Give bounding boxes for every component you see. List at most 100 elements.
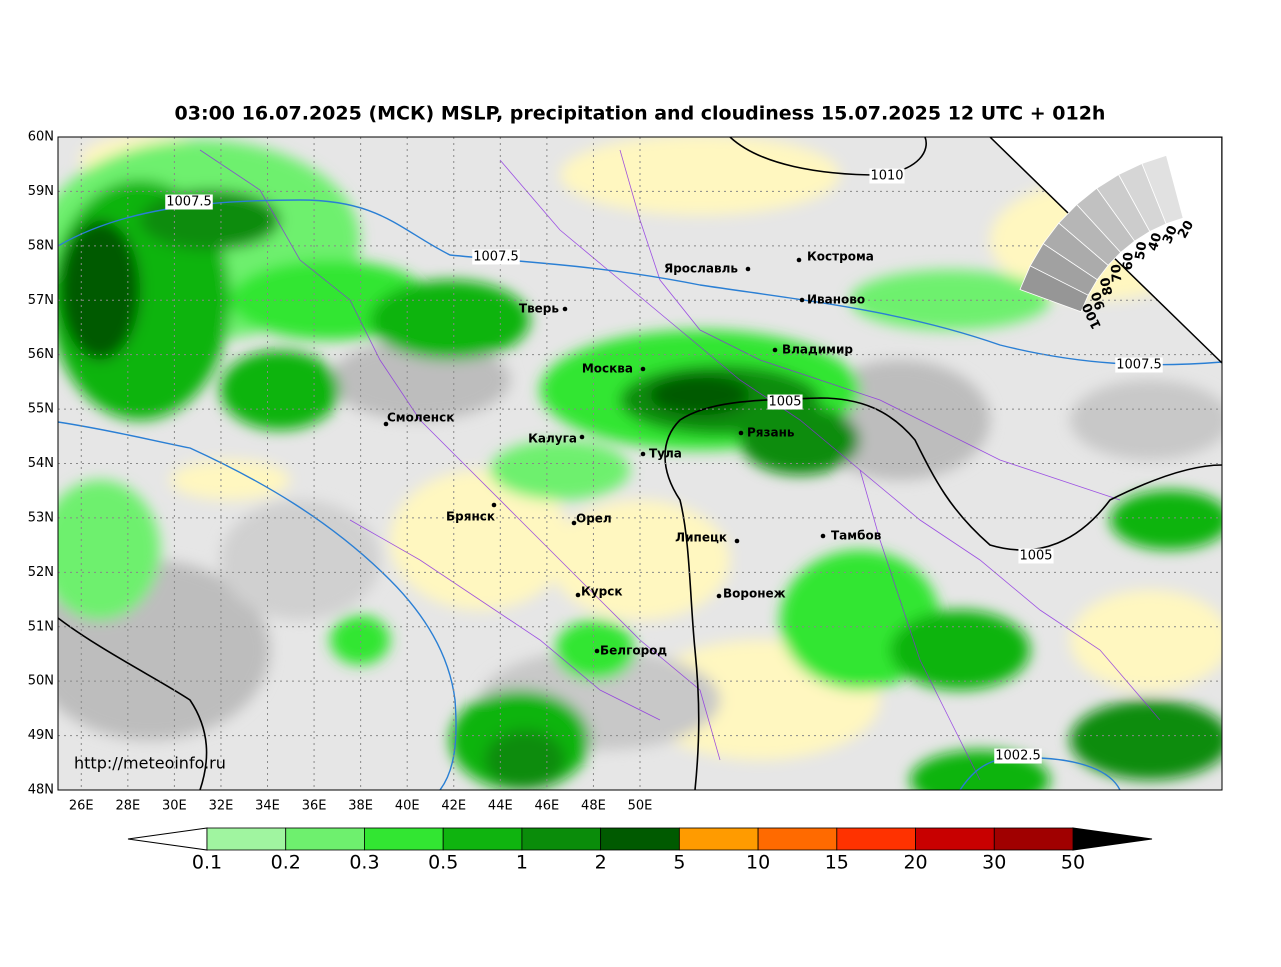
city-label: Москва (582, 362, 633, 376)
isobar-label: 1007.5 (1116, 358, 1162, 373)
isobar-label: 1005 (1019, 549, 1052, 564)
city-label: Тверь (519, 302, 560, 316)
lat-label: 58N (28, 238, 54, 253)
colorbar-box (836, 827, 916, 851)
lon-label: 32E (209, 799, 234, 814)
city-dot (796, 257, 802, 263)
colorbar-label: 50 (1061, 852, 1085, 874)
precipitation (370, 280, 530, 360)
source-url: http://meteoinfo.ru (74, 754, 226, 773)
colorbar-box (678, 827, 759, 851)
lat-label: 50N (28, 674, 54, 689)
city-dot (383, 421, 389, 427)
city-label: Брянск (446, 510, 495, 524)
precipitation (740, 405, 860, 475)
cloud-area (330, 340, 510, 420)
isobars-black (58, 137, 1222, 790)
colorbar-label: 2 (595, 852, 607, 874)
city-label: Белгород (600, 644, 667, 658)
lon-label: 34E (255, 799, 280, 814)
city-label: Воронеж (723, 587, 786, 601)
city-label: Смоленск (387, 411, 454, 425)
isobar-label: 1002.5 (995, 749, 1041, 764)
lon-label: 36E (302, 799, 327, 814)
lon-label: 46E (534, 799, 559, 814)
dry-area (1070, 590, 1222, 690)
colorbar-box (993, 827, 1074, 851)
cloud-area (1070, 380, 1222, 460)
lat-label: 60N (28, 130, 54, 145)
isobar-label-bg (165, 194, 213, 210)
dry-area (560, 137, 840, 215)
cloud-scale-label: 60 (1121, 252, 1137, 271)
colorbar-label: 15 (825, 852, 849, 874)
lat-label: 53N (28, 510, 54, 525)
precipitation (1070, 700, 1222, 780)
city-dot (571, 520, 577, 526)
colorbar-label: 30 (982, 852, 1006, 874)
precipitation (850, 270, 1050, 330)
city-label: Липецк (675, 531, 727, 545)
lon-label: 50E (628, 799, 653, 814)
lat-label: 55N (28, 402, 54, 417)
isobar-label-bg (767, 394, 803, 410)
colorbar-label: 1 (516, 852, 528, 874)
precipitation (485, 730, 565, 790)
colorbar-box (364, 827, 444, 851)
precipitation (58, 480, 160, 620)
lat-label: 52N (28, 565, 54, 580)
isobar-label: 1010 (870, 169, 903, 184)
cloud-scale-label: 30 (1160, 224, 1181, 247)
colorbar-label: 5 (673, 852, 685, 874)
city-dot (738, 430, 744, 436)
precipitation (490, 440, 630, 500)
city-dot (716, 593, 722, 599)
city-dot (640, 366, 646, 372)
city-dot (575, 592, 581, 598)
city-dot (594, 648, 600, 654)
lat-label: 56N (28, 347, 54, 362)
dry-area (390, 470, 570, 610)
lon-label: 48E (581, 799, 606, 814)
cloud-scale-label: 90 (1089, 290, 1109, 312)
cloud-scale-wedge (1141, 154, 1184, 225)
colorbar-box (600, 827, 680, 851)
lon-label: 38E (348, 799, 373, 814)
colorbar-box (757, 827, 838, 851)
lon-label: 44E (488, 799, 513, 814)
cloud-scale-label: 80 (1098, 276, 1116, 297)
colorbar-label: 0.1 (192, 852, 222, 874)
lon-label: 30E (162, 799, 187, 814)
city-dot (799, 297, 805, 303)
isobar-label: 1005 (768, 395, 801, 410)
isobar-label-bg (1115, 357, 1163, 373)
city-dot (579, 434, 585, 440)
city-label: Курск (581, 585, 622, 599)
lon-label: 40E (395, 799, 420, 814)
isobar-label-bg (1018, 548, 1054, 564)
cloud-area (220, 500, 380, 620)
colorbar-label: 20 (903, 852, 927, 874)
precipitation (330, 615, 390, 665)
colorbar-box (285, 827, 365, 851)
cloud-scale-label: 40 (1146, 231, 1165, 253)
lat-label: 59N (28, 184, 54, 199)
city-dot (640, 451, 646, 457)
city-dot (562, 306, 568, 312)
lon-label: 28E (115, 799, 140, 814)
lon-label: 26E (69, 799, 94, 814)
city-label: Тамбов (831, 529, 882, 543)
precipitation (220, 350, 340, 430)
isobar-label-bg (994, 748, 1042, 764)
city-label: Ярославль (664, 262, 738, 276)
colorbar-under (127, 827, 208, 851)
colorbar-box (442, 827, 523, 851)
city-label: Калуга (528, 432, 577, 446)
colorbar-label: 0.3 (349, 852, 379, 874)
colorbar-box (915, 827, 995, 851)
map-title: 03:00 16.07.2025 (МСК) MSLP, precipitati… (175, 103, 1106, 125)
city-label: Рязань (747, 426, 795, 440)
precipitation (60, 220, 140, 360)
